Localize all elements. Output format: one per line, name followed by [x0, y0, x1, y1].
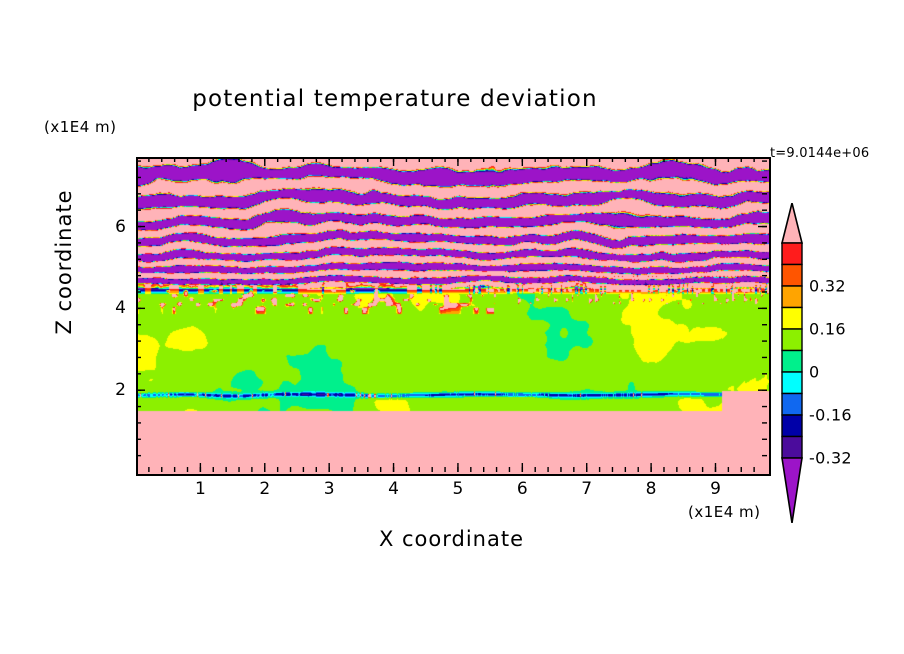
colorbar-tick-label: -0.32	[809, 448, 852, 468]
contour-plot-area	[136, 157, 771, 476]
x-tick-label: 8	[645, 479, 657, 499]
colorbar-tick-label: 0.32	[809, 276, 846, 296]
colorbar-band	[781, 392, 803, 416]
colorbar-band	[781, 414, 803, 438]
colorbar-tick-label: -0.16	[809, 405, 852, 425]
colorbar-band	[781, 435, 803, 459]
colorbar-tick-label: 0	[809, 362, 820, 382]
x-tick-label: 5	[452, 479, 464, 499]
y-axis-title: Z coordinate	[52, 189, 76, 335]
y-tick-label: 4	[115, 298, 126, 319]
x-axis-title: X coordinate	[378, 527, 525, 551]
x-tick-label: 4	[388, 479, 399, 499]
x-tick-label: 3	[323, 479, 335, 499]
chart-title: potential temperature deviation	[192, 86, 598, 112]
y-axis-unit-label: (x1E4 m)	[44, 118, 117, 136]
time-annotation: t=9.0144e+06	[770, 146, 870, 161]
colorbar-band	[781, 371, 803, 395]
colorbar-bands	[780, 203, 804, 523]
colorbar-overflow-top	[780, 203, 804, 244]
x-tick-label: 1	[194, 479, 206, 499]
x-tick-label: 7	[581, 479, 593, 499]
colorbar-band	[781, 263, 803, 287]
x-tick-label: 6	[516, 479, 528, 499]
colorbar-band	[781, 285, 803, 309]
colorbar-band	[781, 328, 803, 352]
contour-field	[138, 159, 769, 474]
colorbar-band	[781, 349, 803, 373]
x-tick-label: 9	[710, 479, 721, 499]
colorbar: 0.32 0.16 0 -0.16 -0.32	[778, 203, 898, 523]
colorbar-band	[781, 242, 803, 266]
x-tick-label: 2	[259, 479, 271, 499]
colorbar-overflow-bottom	[781, 457, 803, 523]
x-axis-unit-label: (x1E4 m)	[688, 503, 761, 521]
y-tick-label: 6	[115, 216, 126, 237]
colorbar-tick-label: 0.16	[809, 319, 846, 339]
colorbar-band	[781, 306, 803, 330]
y-tick-label: 2	[115, 380, 126, 401]
